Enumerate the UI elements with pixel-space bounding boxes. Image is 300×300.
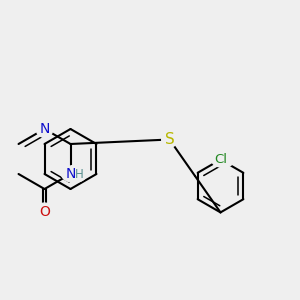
Text: N: N [65,167,76,181]
Ellipse shape [212,152,234,167]
Text: H: H [75,167,84,181]
Ellipse shape [36,203,53,220]
Text: S: S [165,132,174,147]
Text: N: N [39,122,50,136]
Ellipse shape [162,132,177,147]
Text: Cl: Cl [214,153,227,166]
Text: O: O [39,205,50,218]
Ellipse shape [61,166,87,182]
Ellipse shape [36,121,53,137]
